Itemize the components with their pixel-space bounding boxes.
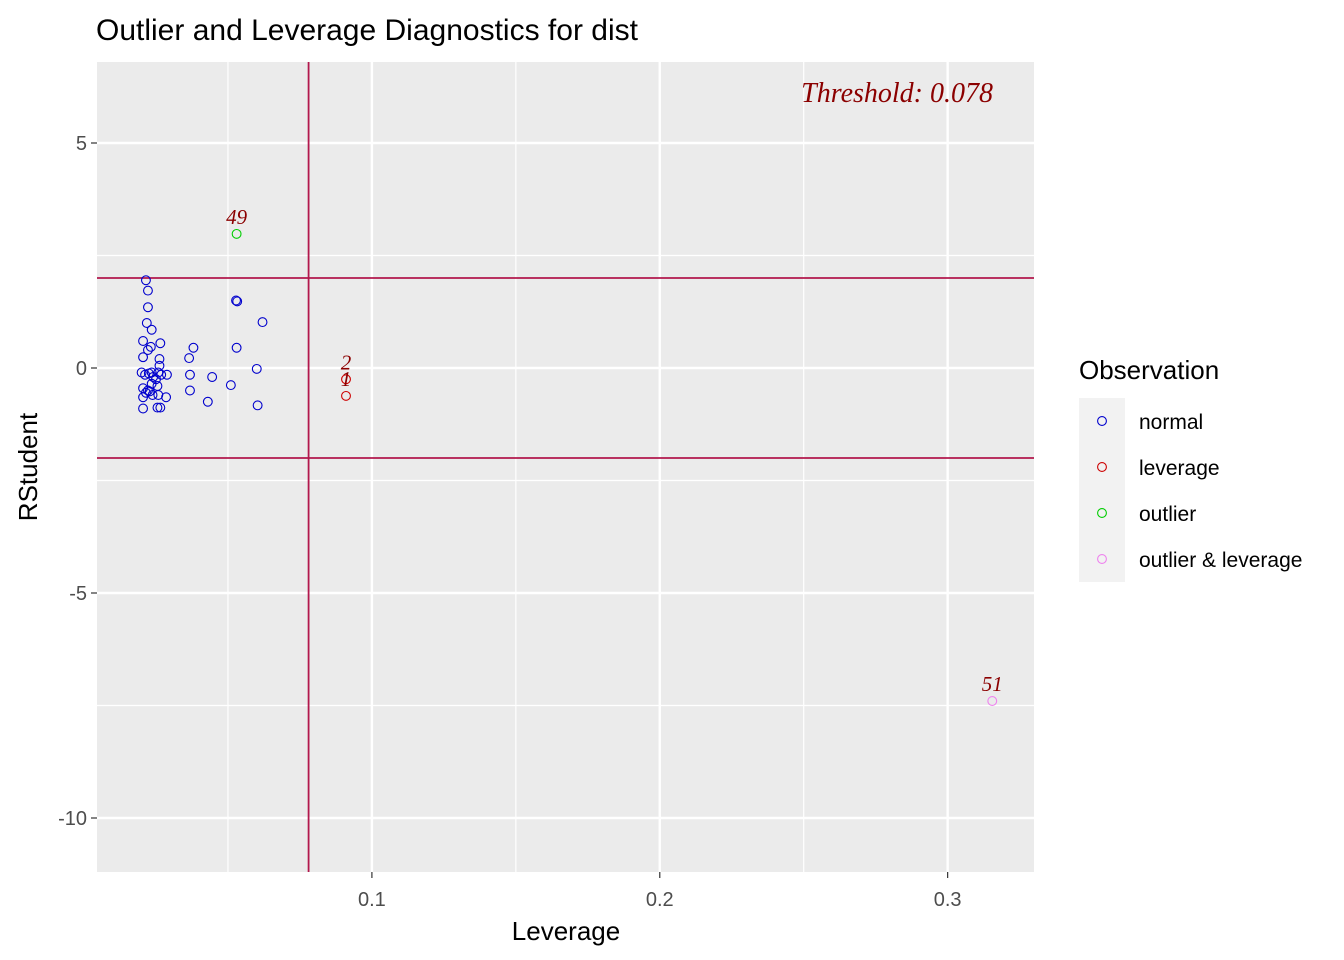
point-normal xyxy=(143,302,153,313)
legend-key xyxy=(1097,416,1107,426)
point-label: 1 xyxy=(341,367,352,391)
legend-key xyxy=(1097,554,1107,564)
legend-title: Observation xyxy=(1079,355,1219,385)
point-normal xyxy=(147,390,158,400)
point-normal xyxy=(251,363,262,374)
point-normal xyxy=(140,275,151,286)
threshold-annotation: Threshold: 0.078 xyxy=(801,78,993,109)
point-normal xyxy=(252,400,263,411)
y-tick-label: -5 xyxy=(69,583,87,605)
point-normal xyxy=(146,378,157,389)
point-normal xyxy=(184,353,195,364)
point-normal xyxy=(207,372,218,382)
chart-title: Outlier and Leverage Diagnostics for dis… xyxy=(96,14,639,47)
point-normal xyxy=(161,392,172,403)
point-normal xyxy=(231,295,241,306)
y-axis-ticks: -10 -5 0 5 xyxy=(58,133,97,830)
point-normal xyxy=(185,369,195,380)
point-outlier xyxy=(231,228,242,239)
point-outlier-leverage xyxy=(987,696,998,706)
point-label: 49 xyxy=(226,205,248,229)
x-tick-label: 0.3 xyxy=(934,889,962,911)
point-normal xyxy=(143,345,153,355)
point-normal xyxy=(231,342,242,353)
point-leverage xyxy=(341,390,351,401)
point-normal xyxy=(138,336,149,346)
point-normal xyxy=(188,342,199,353)
legend-key xyxy=(1097,462,1107,472)
legend: Observation normal leverage outlier outlier… xyxy=(1079,355,1302,582)
point-normal xyxy=(138,352,149,363)
minor-grid xyxy=(97,62,1034,872)
legend-key-background xyxy=(1079,398,1125,582)
legend-label: leverage xyxy=(1139,457,1220,480)
point-normal xyxy=(154,354,165,364)
point-normal xyxy=(162,369,172,380)
point-normal xyxy=(138,403,149,414)
point-normal xyxy=(257,317,268,328)
legend-label: outlier & leverage xyxy=(1139,549,1302,572)
point-normal xyxy=(155,402,166,413)
point-normal xyxy=(155,338,166,349)
plot-panel xyxy=(97,62,1034,872)
point-normal xyxy=(225,380,236,391)
point-normal xyxy=(202,396,213,407)
point-normal xyxy=(185,385,195,396)
y-tick-label: -10 xyxy=(58,808,87,830)
point-normal xyxy=(146,324,157,335)
point-normal xyxy=(138,392,149,403)
x-axis-ticks: 0.1 0.2 0.3 xyxy=(358,872,962,911)
x-axis-title: Leverage xyxy=(512,916,620,946)
point-normal xyxy=(141,318,152,328)
y-axis-title: RStudent xyxy=(13,412,43,521)
y-tick-label: 0 xyxy=(76,358,87,380)
major-grid xyxy=(97,62,1034,872)
legend-label: outlier xyxy=(1139,503,1196,526)
x-tick-label: 0.2 xyxy=(646,889,674,911)
point-normal xyxy=(144,386,155,397)
legend-key xyxy=(1097,508,1107,518)
reference-lines xyxy=(97,62,1034,872)
point-normal xyxy=(143,285,153,296)
point-normal xyxy=(145,341,156,352)
legend-label: normal xyxy=(1139,411,1203,434)
point-normal xyxy=(152,402,163,413)
point-normal xyxy=(156,369,167,380)
point-label: 51 xyxy=(982,672,1003,696)
point-labels: 49 21 51 xyxy=(226,205,1003,696)
point-leverage xyxy=(341,374,351,385)
y-tick-label: 5 xyxy=(76,133,87,155)
point-label: 2 xyxy=(341,350,352,374)
x-tick-label: 0.1 xyxy=(358,889,386,911)
data-points xyxy=(136,228,998,706)
point-normal xyxy=(232,296,243,307)
